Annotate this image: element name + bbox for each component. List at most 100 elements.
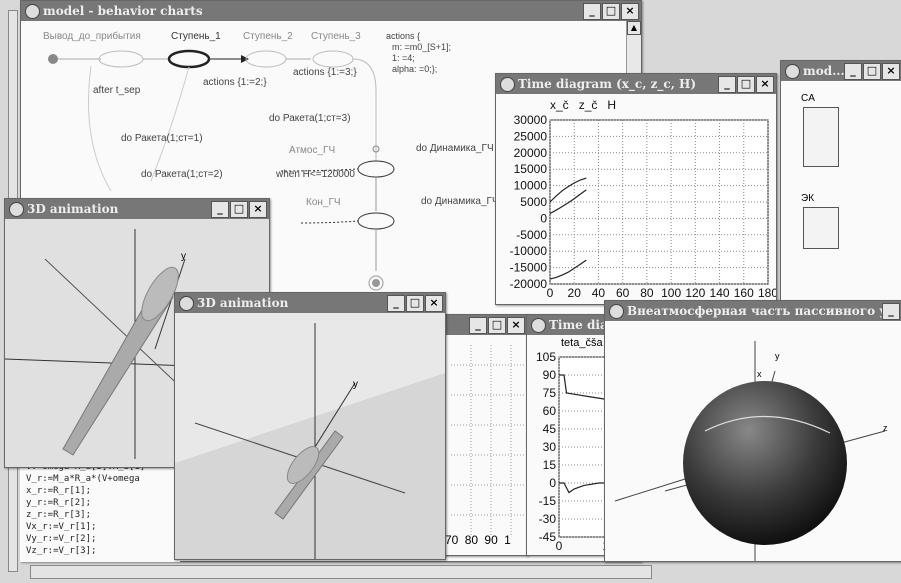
ca-block[interactable]: [803, 107, 839, 167]
x-tick-label: 160: [734, 286, 754, 300]
actions-line: m: =m0_[S+1];: [392, 42, 452, 52]
maximize-button[interactable]: □: [737, 76, 755, 93]
close-button[interactable]: ×: [882, 63, 900, 80]
close-button[interactable]: ×: [425, 295, 443, 312]
transition-line: [150, 66, 190, 182]
3d-viewport[interactable]: x y z: [605, 321, 901, 561]
actions-block: actions { m: =m0_[S+1]; 1: =4; alpha: =0…: [386, 31, 451, 75]
app-icon: [785, 64, 800, 79]
y-tick-label: -15: [539, 494, 557, 508]
y-tick-label: 20000: [514, 146, 548, 160]
title-bar[interactable]: model - behavior charts _ □ ×: [21, 1, 641, 21]
code-line: Vx_r:=V_r[1];: [26, 522, 97, 532]
minimize-button[interactable]: _: [211, 201, 229, 218]
code-line: x_r:=R_r[1];: [26, 486, 92, 496]
x-tick-label: 120: [685, 286, 705, 300]
actions-line: actions {: [386, 31, 421, 41]
minimize-button[interactable]: _: [718, 76, 736, 93]
code-line: V_r:=M_a*R_a*(V+omega: [26, 474, 140, 484]
transition-line: [88, 65, 112, 192]
y-tick-label: 15000: [514, 162, 548, 176]
transition-line: [300, 220, 359, 224]
app-icon: [25, 4, 40, 19]
3d-viewport[interactable]: y: [175, 313, 445, 559]
block-label: CA: [801, 93, 815, 104]
transition-label: do Ракета(1;ст=2): [141, 169, 223, 180]
minimize-button[interactable]: _: [882, 303, 900, 320]
title-bar[interactable]: _ □ ×: [441, 315, 527, 335]
x-tick-label: 0: [556, 539, 563, 553]
y-tick-label: 90: [543, 368, 557, 382]
maximize-button[interactable]: □: [488, 317, 506, 334]
state-label: Ступень_3: [311, 31, 361, 42]
transition-label: do Динамика_ГЧ: [416, 143, 494, 154]
legend-entry: teta_čša: [561, 337, 603, 349]
x-tick-label: 20: [568, 286, 582, 300]
minimize-button[interactable]: _: [583, 3, 601, 20]
y-tick-label: -5000: [516, 228, 547, 242]
animation-window-2: 3D animation _ □ × y: [174, 292, 446, 560]
window-title: Time dia: [549, 318, 608, 332]
rocket-body: [62, 286, 174, 456]
y-tick-label: 10000: [514, 179, 548, 193]
state-1: [98, 50, 144, 68]
actions-line: alpha: =0;};: [392, 64, 438, 74]
close-button[interactable]: ×: [621, 3, 639, 20]
transition-line: [352, 58, 377, 161]
minimize-button[interactable]: _: [387, 295, 405, 312]
state-kon: [357, 212, 395, 230]
minimize-button[interactable]: _: [844, 63, 862, 80]
earth-sphere: [683, 381, 847, 545]
maximize-button[interactable]: □: [602, 3, 620, 20]
arrow-head: [241, 55, 249, 63]
title-bar[interactable]: Time diagram (x_c, z_c, H) _ □ ×: [496, 74, 776, 94]
code-listing: V:=omega*R_a[3]:R_a[1] V_r:=M_a*R_a*(V+o…: [20, 462, 180, 562]
window-title: mod...: [803, 64, 845, 78]
close-button[interactable]: ×: [507, 317, 525, 334]
model-canvas[interactable]: CA ЭК: [781, 81, 901, 301]
statechart-canvas[interactable]: Вывод_до_прибытия Ступень_1 Ступень_2 Ст…: [21, 21, 641, 561]
x-tick-labels: 70 80 90 1: [445, 533, 511, 547]
y-tick-label: 25000: [514, 129, 548, 143]
minimize-button[interactable]: _: [469, 317, 487, 334]
3d-scene: [614, 341, 886, 561]
rocket-stage: [286, 446, 320, 484]
maximize-button[interactable]: □: [406, 295, 424, 312]
state-label: Кон_ГЧ: [306, 197, 341, 208]
title-bar[interactable]: 3D animation _ □ ×: [175, 293, 445, 313]
transition-label: after t_sep: [93, 85, 141, 96]
3d-scene: [175, 323, 445, 559]
x-tick-label: 100: [661, 286, 681, 300]
close-button[interactable]: ×: [249, 201, 267, 218]
desktop-horizontal-scrollbar[interactable]: [30, 565, 652, 579]
transition-label: do Динамика_ГЧ: [421, 196, 499, 207]
chart-legend: x_č z_č H: [550, 98, 616, 112]
initial-state-dot: [48, 54, 58, 64]
title-bar[interactable]: 3D animation _ □ ×: [5, 199, 269, 219]
title-bar[interactable]: mod... _ □ ×: [781, 61, 901, 81]
app-icon: [609, 304, 624, 319]
title-bar[interactable]: Time dia: [527, 315, 619, 335]
y-tick-label: -20000: [510, 277, 548, 291]
legend-entry: x_č: [550, 98, 569, 112]
axis-label: y: [353, 379, 358, 390]
y-tick-label: 105: [536, 350, 556, 364]
app-icon: [179, 296, 194, 311]
maximize-button[interactable]: □: [230, 201, 248, 218]
x-tick: 1: [504, 533, 511, 547]
state-label: Атмос_ГЧ: [289, 145, 336, 156]
maximize-button[interactable]: □: [863, 63, 881, 80]
scroll-up-button[interactable]: ▲: [627, 21, 641, 35]
model-structure-window: mod... _ □ × CA ЭК: [780, 60, 901, 302]
y-tick-label: -30: [539, 512, 557, 526]
close-button[interactable]: ×: [756, 76, 774, 93]
y-tick-label: 15: [543, 458, 557, 472]
series-line: [549, 177, 587, 203]
plot-area[interactable]: x_č z_č H 30000 25000 20000 15000 10000 5000 0…: [496, 94, 776, 304]
title-bar[interactable]: Внеатмосферная часть пассивного у... _: [605, 301, 901, 321]
ek-block[interactable]: [803, 207, 839, 249]
code-line: Vz_r:=V_r[3];: [26, 546, 97, 556]
y-tick-label: 30: [543, 440, 557, 454]
plot-area[interactable]: 70 80 90 1: [441, 335, 527, 555]
y-tick-label: 45: [543, 422, 557, 436]
